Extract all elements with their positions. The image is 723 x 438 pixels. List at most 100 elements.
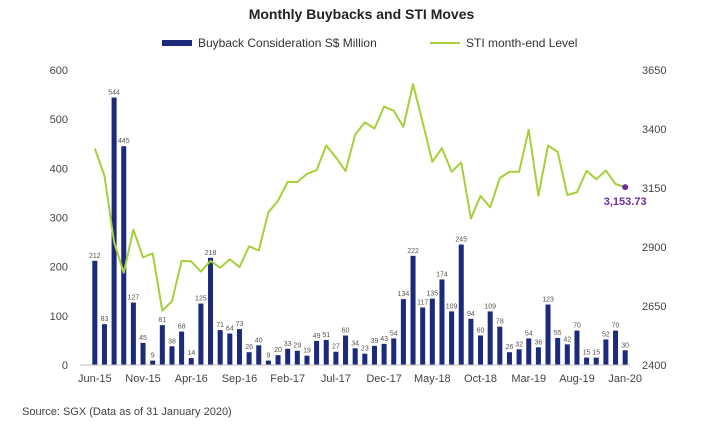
bar-data-label: 73 <box>236 321 244 328</box>
x-axis-tick-label: Sep-16 <box>222 373 257 385</box>
bar-data-label: 109 <box>446 303 458 310</box>
bar-data-label: 218 <box>205 250 217 257</box>
legend-swatch-line <box>430 42 460 44</box>
bar <box>121 146 127 365</box>
bar <box>381 343 387 365</box>
axes-layer: 0 100 200 300 400 500 600 2400 2650 2900 3150 3400 3… <box>50 65 667 385</box>
right-axis-tick-label: 3650 <box>642 65 666 77</box>
line-layer <box>93 83 629 312</box>
bar-data-label: 42 <box>563 336 571 343</box>
bar <box>314 340 320 365</box>
bar <box>333 351 339 365</box>
x-axis-tick-label: Apr-16 <box>175 373 208 385</box>
bar-data-label: 26 <box>506 344 514 351</box>
bar-data-label: 544 <box>108 90 120 97</box>
right-axis-tick-label: 3150 <box>642 183 666 195</box>
bar-data-label: 27 <box>332 344 340 351</box>
left-axis-tick-label: 600 <box>50 65 68 77</box>
sti-last-point-marker <box>622 184 629 191</box>
bar <box>622 350 628 365</box>
bar <box>439 279 445 365</box>
bar-data-label: 174 <box>436 271 448 278</box>
x-axis-tick-label: Jan-20 <box>608 373 642 385</box>
bar <box>429 298 435 365</box>
bar <box>564 344 570 365</box>
bar-data-label: 245 <box>455 237 467 244</box>
bar-data-label: 43 <box>380 336 388 343</box>
bar <box>449 311 455 365</box>
bar-data-label: 9 <box>151 353 155 360</box>
bar <box>179 331 185 365</box>
bar-data-label: 117 <box>417 299 428 306</box>
bar <box>92 260 98 365</box>
x-axis-tick-label: Dec-17 <box>366 373 401 385</box>
bar <box>545 304 551 365</box>
bar-data-label: 15 <box>583 350 591 357</box>
x-axis-tick-label: Oct-18 <box>464 373 497 385</box>
bar-data-label: 109 <box>484 303 496 310</box>
bar-data-label: 54 <box>390 330 398 337</box>
bar-data-label: 55 <box>554 330 562 337</box>
bar <box>101 324 107 365</box>
bar-data-label: 212 <box>89 253 101 260</box>
bar <box>613 330 619 365</box>
bar <box>275 355 281 365</box>
legend-item-buyback: Buyback Consideration S$ Million <box>162 36 377 50</box>
legend-label-sti: STI month-end Level <box>466 36 578 50</box>
bar <box>420 307 426 365</box>
right-axis-tick-label: 2400 <box>642 360 666 372</box>
bar <box>555 337 561 365</box>
bar <box>294 350 300 365</box>
legend: Buyback Consideration S$ Million STI mon… <box>0 36 723 56</box>
bar <box>140 342 146 365</box>
bar-data-label: 20 <box>274 347 282 354</box>
bar <box>468 318 474 365</box>
x-axis-tick-label: Jun-15 <box>78 373 112 385</box>
bar-data-label: 54 <box>525 330 533 337</box>
bar <box>246 352 252 365</box>
bar <box>285 348 291 365</box>
bar <box>227 333 233 365</box>
bar-data-label: 49 <box>313 333 321 340</box>
bar-data-label: 60 <box>342 328 350 335</box>
bar-data-label: 32 <box>515 341 523 348</box>
left-axis-tick-label: 500 <box>50 114 68 126</box>
bar-data-label: 33 <box>284 341 292 348</box>
bar-data-label: 83 <box>101 316 109 323</box>
bar <box>593 357 599 365</box>
legend-label-buyback: Buyback Consideration S$ Million <box>198 36 377 50</box>
bar <box>343 335 349 365</box>
bar <box>458 244 464 365</box>
bar <box>265 360 271 365</box>
left-axis-tick-label: 400 <box>50 163 68 175</box>
bar-data-label: 39 <box>371 338 379 345</box>
x-axis-tick-label: Mar-19 <box>511 373 546 385</box>
right-axis-tick-label: 3400 <box>642 124 666 136</box>
bar <box>150 360 156 365</box>
bar <box>111 97 117 366</box>
bar <box>217 330 223 365</box>
bar <box>497 326 503 365</box>
bar-data-label: 445 <box>118 138 130 145</box>
bar-data-label: 135 <box>426 291 438 298</box>
bar-data-label: 14 <box>187 350 195 357</box>
bar-data-label: 222 <box>407 248 419 255</box>
left-axis-tick-label: 200 <box>50 262 68 274</box>
chart-title: Monthly Buybacks and STI Moves <box>248 6 475 22</box>
bar-data-label: 52 <box>602 331 610 338</box>
bar-data-label: 81 <box>158 317 166 324</box>
x-axis-tick-label: Feb-17 <box>270 373 305 385</box>
bar-data-label: 127 <box>128 295 140 302</box>
bar <box>130 302 136 365</box>
legend-swatch-bar <box>162 40 192 46</box>
bar-data-label: 70 <box>612 323 620 330</box>
bar <box>256 345 262 365</box>
bar-data-label: 29 <box>293 343 301 350</box>
bar <box>198 303 204 365</box>
bar <box>323 339 329 365</box>
bar <box>410 255 416 365</box>
bar-data-label: 15 <box>592 350 600 357</box>
left-axis-tick-label: 0 <box>62 360 68 372</box>
sti-last-value-label: 3,153.73 <box>604 196 647 208</box>
